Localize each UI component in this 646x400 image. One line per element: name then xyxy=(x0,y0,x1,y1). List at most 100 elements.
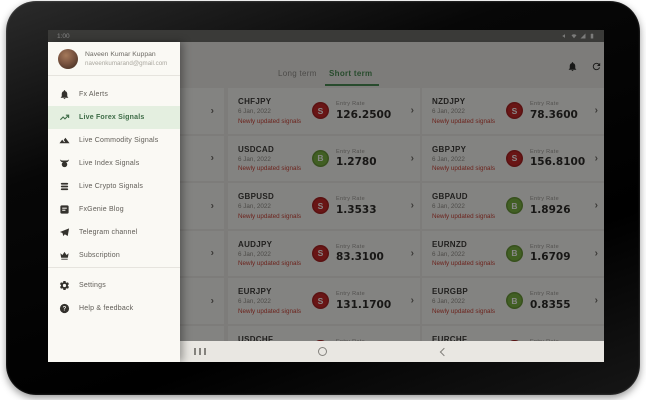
bell-icon xyxy=(59,89,70,100)
drawer-item-settings[interactable]: Settings xyxy=(48,274,180,297)
status-bar-clock: 1:00 xyxy=(57,32,70,40)
entry-rate-label: Entry Rate xyxy=(336,101,365,107)
drawer-item-telegram-channel[interactable]: Telegram channel xyxy=(48,221,180,244)
signal-card-chfjpy[interactable]: CHFJPY 6 Jan, 2022 Newly updated signals… xyxy=(228,88,420,134)
entry-rate-value: 78.3600 xyxy=(530,108,578,121)
chevron-right-icon: › xyxy=(210,105,214,117)
signal-date: 6 Jan, 2022 xyxy=(432,203,465,210)
entry-rate-label: Entry Rate xyxy=(530,243,559,250)
chevron-right-icon: › xyxy=(210,247,214,259)
signal-date: 6 Jan, 2022 xyxy=(432,250,465,258)
entry-rate-value: 1.3533 xyxy=(336,203,377,216)
side-badge: S xyxy=(312,102,329,120)
signal-card-usdcad[interactable]: USDCAD 6 Jan, 2022 Newly updated signals… xyxy=(228,135,420,181)
help-icon: ? xyxy=(59,303,70,314)
entry-rate-label: Entry Rate xyxy=(336,148,365,155)
menu-item-label: Telegram channel xyxy=(79,229,138,236)
drawer-item-fxgenie-blog[interactable]: FxGenie Blog xyxy=(48,198,180,221)
drawer-item-live-index-signals[interactable]: Live Index Signals xyxy=(48,152,180,175)
pair-name: USDCAD xyxy=(238,144,275,154)
app-bar: Long term Short term xyxy=(48,42,604,88)
signal-card-eurgbp[interactable]: EURGBP 6 Jan, 2022 Newly updated signals… xyxy=(422,278,604,324)
menu-item-label: Fx Alerts xyxy=(79,91,109,98)
signal-date: 6 Jan, 2022 xyxy=(432,155,465,163)
signal-update-text: Newly updated signals xyxy=(238,165,302,172)
signal-date: 6 Jan, 2022 xyxy=(238,108,271,115)
user-email: naveenkumarand@gmail.com xyxy=(85,60,168,67)
svg-text:?: ? xyxy=(63,307,67,313)
menu-item-label: Settings xyxy=(79,282,106,289)
signal-card-gbpusd[interactable]: GBPUSD 6 Jan, 2022 Newly updated signals… xyxy=(228,183,420,229)
android-nav-bar xyxy=(48,341,604,362)
drawer-user-header[interactable]: Naveen Kumar Kuppan naveenkumarand@gmail… xyxy=(48,42,180,75)
entry-rate-label: Entry Rate xyxy=(336,243,365,250)
entry-rate-label: Entry Rate xyxy=(336,291,365,297)
status-bar-icons xyxy=(562,33,595,39)
menu-item-label: Subscription xyxy=(79,252,120,259)
signal-date: 6 Jan, 2022 xyxy=(432,108,465,115)
signal-card-audjpy[interactable]: AUDJPY 6 Jan, 2022 Newly updated signals… xyxy=(228,230,420,276)
side-badge: B xyxy=(506,197,523,215)
chevron-right-icon: › xyxy=(410,295,414,307)
pair-name: USDCHF xyxy=(238,334,274,344)
pair-name: EURNZD xyxy=(432,239,468,249)
chevron-right-icon: › xyxy=(594,105,598,117)
drawer-menu: Fx Alerts Live Forex Signals Live Commod… xyxy=(48,76,180,267)
signal-update-text: Newly updated signals xyxy=(432,117,496,125)
signal-card-eurjpy[interactable]: EURJPY 6 Jan, 2022 Newly updated signals… xyxy=(228,278,420,324)
chevron-right-icon: › xyxy=(594,295,598,307)
entry-rate-value: 156.8100 xyxy=(530,156,586,168)
trending-up-icon xyxy=(59,112,70,123)
signal-card-gbpaud[interactable]: GBPAUD 6 Jan, 2022 Newly updated signals… xyxy=(422,183,604,229)
side-badge: B xyxy=(506,244,523,262)
signal-update-text: Newly updated signals xyxy=(238,307,302,315)
entry-rate-value: 1.8926 xyxy=(530,203,571,216)
drawer-item-live-commodity-signals[interactable]: Live Commodity Signals xyxy=(48,129,180,152)
signal-column-a: CHFJPY 6 Jan, 2022 Newly updated signals… xyxy=(228,88,420,362)
side-badge: S xyxy=(506,102,523,120)
back-button[interactable] xyxy=(433,341,453,362)
signal-date: 6 Jan, 2022 xyxy=(432,298,465,305)
home-button[interactable] xyxy=(312,341,332,362)
volume-icon xyxy=(562,34,565,38)
signal-card-eurnzd[interactable]: EURNZD 6 Jan, 2022 Newly updated signals… xyxy=(422,230,604,276)
tab-short-term[interactable]: Short term xyxy=(329,69,373,78)
blog-icon xyxy=(59,204,70,215)
entry-rate-label: Entry Rate xyxy=(530,101,559,107)
menu-item-label: Live Crypto Signals xyxy=(79,183,144,190)
menu-item-label: Live Commodity Signals xyxy=(79,137,159,144)
side-badge: S xyxy=(506,149,523,167)
wifi-icon xyxy=(571,34,577,39)
chevron-right-icon: › xyxy=(410,247,414,259)
drawer-item-fx-alerts[interactable]: Fx Alerts xyxy=(48,83,180,106)
chevron-right-icon: › xyxy=(410,152,414,164)
drawer-item-help-feedback[interactable]: ? Help & feedback xyxy=(48,297,180,320)
avatar[interactable] xyxy=(58,49,78,69)
menu-item-label: Live Index Signals xyxy=(79,160,140,167)
entry-rate-value: 131.1700 xyxy=(336,298,392,311)
signal-card-nzdjpy[interactable]: NZDJPY 6 Jan, 2022 Newly updated signals… xyxy=(422,88,604,134)
recents-button[interactable] xyxy=(190,341,210,362)
entry-rate-label: Entry Rate xyxy=(530,196,559,202)
coins-icon xyxy=(59,181,70,192)
pair-name: EURJPY xyxy=(238,287,272,296)
side-badge: S xyxy=(312,197,329,215)
tab-long-term[interactable]: Long term xyxy=(278,69,317,78)
signal-date: 6 Jan, 2022 xyxy=(238,203,271,210)
battery-icon xyxy=(590,33,594,39)
signal-icon xyxy=(580,33,586,39)
signal-update-text: Newly updated signals xyxy=(432,307,496,315)
signal-card-gbpjpy[interactable]: GBPJPY 6 Jan, 2022 Newly updated signals… xyxy=(422,135,604,181)
signal-date: 6 Jan, 2022 xyxy=(238,298,271,305)
drawer-item-live-crypto-signals[interactable]: Live Crypto Signals xyxy=(48,175,180,198)
notification-bell-icon[interactable] xyxy=(567,61,578,72)
crown-icon xyxy=(59,250,70,261)
chevron-right-icon: › xyxy=(594,247,598,259)
drawer-item-live-forex-signals[interactable]: Live Forex Signals xyxy=(48,106,180,129)
drawer-divider xyxy=(48,75,180,76)
navigation-drawer: Naveen Kumar Kuppan naveenkumarand@gmail… xyxy=(48,42,180,362)
entry-rate-value: 0.8355 xyxy=(530,298,571,311)
bull-icon xyxy=(59,158,70,169)
drawer-item-subscription[interactable]: Subscription xyxy=(48,244,180,267)
signal-update-text: Newly updated signals xyxy=(238,117,302,125)
